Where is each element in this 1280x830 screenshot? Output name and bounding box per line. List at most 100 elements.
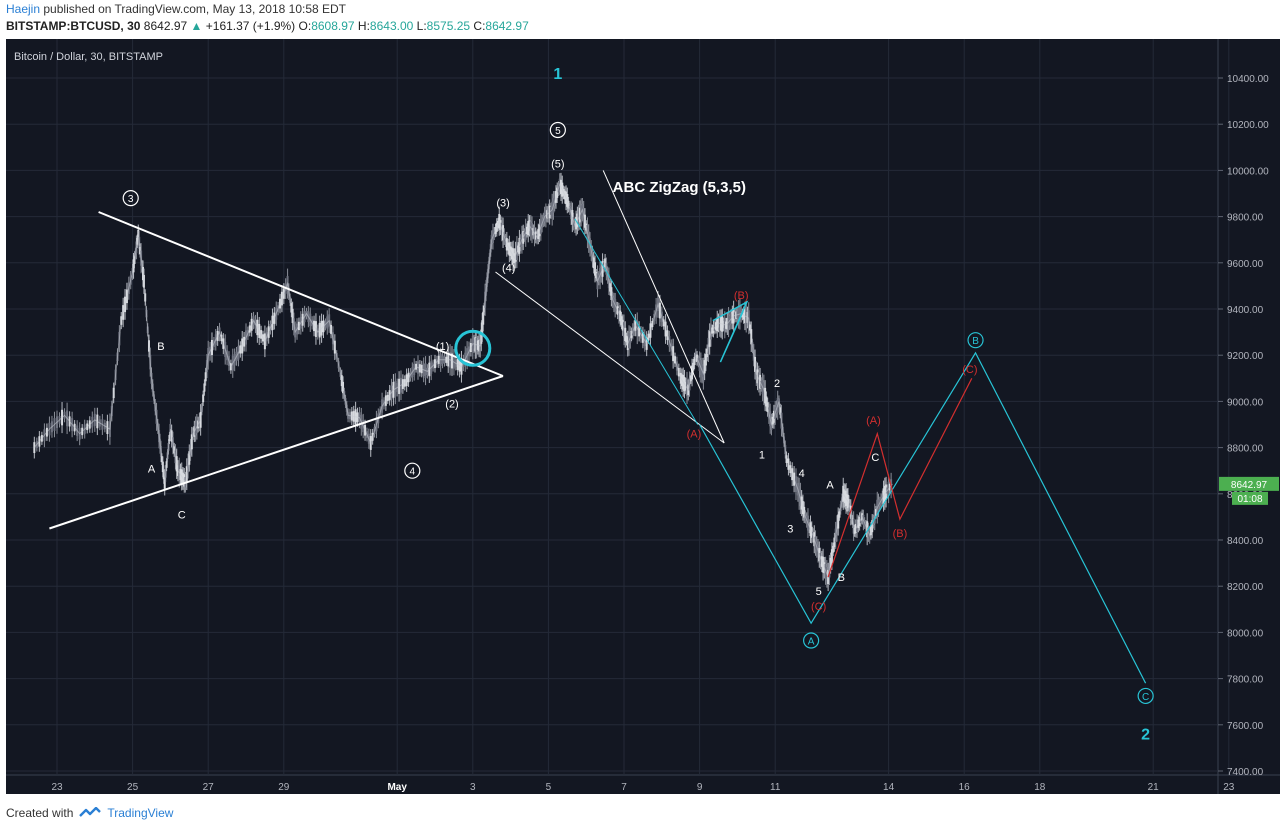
price-series <box>33 182 893 579</box>
price-tick-label: 9800.00 <box>1227 213 1264 224</box>
footer: Created with TradingView <box>6 806 173 820</box>
time-tick-label: 16 <box>959 782 971 793</box>
trend-line-thin-upper <box>602 170 725 444</box>
wave-label: (4) <box>502 262 515 274</box>
time-axis-background <box>6 775 1280 794</box>
low-label: L: <box>416 19 427 33</box>
wave-label: 5 <box>816 586 822 598</box>
trend-line-red-projection <box>827 378 973 578</box>
price-line <box>33 172 893 592</box>
change-arrow-icon: ▲ <box>190 19 203 33</box>
wave-label: ABC ZigZag (5,3,5) <box>613 179 746 196</box>
symbol-name: BITSTAMP:BTCUSD, 30 <box>6 19 141 33</box>
published-text: published on TradingView.com, May 13, 20… <box>43 2 347 16</box>
price-tick-label: 9200.00 <box>1227 351 1264 362</box>
wave-label: C <box>871 452 879 464</box>
wave-label-circle <box>549 121 566 139</box>
trend-line-thin-lower <box>495 271 725 444</box>
countdown-badge <box>1232 491 1268 505</box>
drawing-lines <box>49 170 1147 684</box>
close-value: 8642.97 <box>485 19 529 33</box>
wave-label: B <box>157 341 164 353</box>
wave-label: 4 <box>410 467 416 478</box>
price-tick-label: 7400.00 <box>1227 767 1264 778</box>
last-price-tag: 8642.97 01:08 <box>1219 476 1279 505</box>
trend-line-cyan-triangle <box>712 300 749 363</box>
wave-label-circle <box>1137 687 1154 705</box>
low-value: 8575.25 <box>426 19 471 33</box>
price-tick-label: 8800.00 <box>1227 444 1264 455</box>
open-value: 8608.97 <box>311 19 355 33</box>
change-value: +161.37 (+1.9%) <box>205 19 296 33</box>
price-tick-label: 8200.00 <box>1227 582 1264 593</box>
high-value: 8643.00 <box>369 19 414 33</box>
wave-label: (C) <box>811 601 826 613</box>
breakout-highlight-circle <box>454 329 492 367</box>
wave-label: C <box>1142 692 1149 703</box>
time-tick-label: 7 <box>621 782 627 793</box>
time-tick-label: 11 <box>770 782 781 793</box>
time-tick-label: 23 <box>1223 782 1235 793</box>
price-tick-label: 10400.00 <box>1227 74 1269 85</box>
time-tick-label: 18 <box>1034 782 1046 793</box>
publish-info: Haejin published on TradingView.com, May… <box>6 2 346 16</box>
wave-label: B <box>972 336 979 347</box>
time-tick-label: 29 <box>278 782 290 793</box>
chart-area[interactable]: 10400.00 10200.00 10000.00 9800.00 9600.00 94… <box>0 39 1280 794</box>
wave-label: 5 <box>555 126 561 137</box>
wave-label: (3) <box>496 198 509 210</box>
price-tick-label: 8400.00 <box>1227 536 1264 547</box>
wave-label: 1 <box>759 450 765 462</box>
wave-label: 2 <box>774 378 780 390</box>
wave-labels: 1 5 (5) ABC ZigZag (5,3,5) 3 (3) (4) (1) (2) 4 B A C… <box>122 66 1154 744</box>
price-tick-label: 9600.00 <box>1227 259 1264 270</box>
chart-svg[interactable]: 10400.0010200.0010000.009800.009600.0094… <box>0 39 1280 794</box>
wave-label-circle <box>803 632 820 649</box>
trend-line-cyan-channel-1 <box>574 218 699 425</box>
chart-background <box>6 39 1218 775</box>
wave-label: A <box>148 463 156 475</box>
trend-line-triangle-upper <box>98 211 504 377</box>
price-tick-label: 10200.00 <box>1227 120 1269 131</box>
wave-label: (C) <box>962 364 977 376</box>
wave-label: 3 <box>787 523 793 535</box>
time-tick-label: 14 <box>883 782 895 793</box>
wave-label: A <box>826 480 834 492</box>
tradingview-brand-link[interactable]: TradingView <box>107 806 174 820</box>
wave-label: (B) <box>734 290 749 302</box>
wave-label: A <box>808 636 815 647</box>
wave-label-circle <box>404 462 421 479</box>
price-tick-label: 7800.00 <box>1227 675 1264 686</box>
last-price-label: 8642.97 <box>1231 480 1268 491</box>
time-axis[interactable]: 23 25 27 29 May 3 5 7 9 11 14 16 18 21 23 <box>51 782 1234 793</box>
high-label: H: <box>357 19 370 33</box>
created-with-label: Created with <box>6 806 74 820</box>
price-tick-label: 9400.00 <box>1227 305 1264 316</box>
trend-line-triangle-lower <box>49 375 504 530</box>
time-tick-label: 3 <box>470 782 476 793</box>
symbol-info: BITSTAMP:BTCUSD, 30 8642.97 ▲ +161.37 (+… <box>6 19 529 33</box>
wave-label: (B) <box>893 528 908 540</box>
wave-label: 4 <box>799 468 805 480</box>
time-tick-label: 25 <box>127 782 139 793</box>
time-tick-label: 21 <box>1148 782 1160 793</box>
close-label: C: <box>473 19 486 33</box>
wave-label: (1) <box>436 341 449 353</box>
price-tick-label: 7600.00 <box>1227 721 1264 732</box>
last-price-badge <box>1219 476 1279 491</box>
chart-title: Bitcoin / Dollar, 30, BITSTAMP <box>14 51 163 63</box>
countdown-label: 01:08 <box>1237 494 1262 505</box>
wave-label: 3 <box>128 194 134 205</box>
price-tick-label: 8000.00 <box>1227 628 1264 639</box>
wave-label: C <box>178 510 186 522</box>
wave-label: (2) <box>445 399 458 411</box>
trend-line-cyan-projection <box>699 351 1147 684</box>
time-tick-label: 5 <box>546 782 552 793</box>
price-tick-label: 9000.00 <box>1227 397 1264 408</box>
time-tick-label: May <box>387 782 407 793</box>
time-tick-label: 9 <box>697 782 703 793</box>
tradingview-logo-icon <box>79 807 102 817</box>
wave-label: (A) <box>866 415 881 427</box>
author-link[interactable]: Haejin <box>6 2 41 16</box>
wave-label: B <box>838 572 845 584</box>
